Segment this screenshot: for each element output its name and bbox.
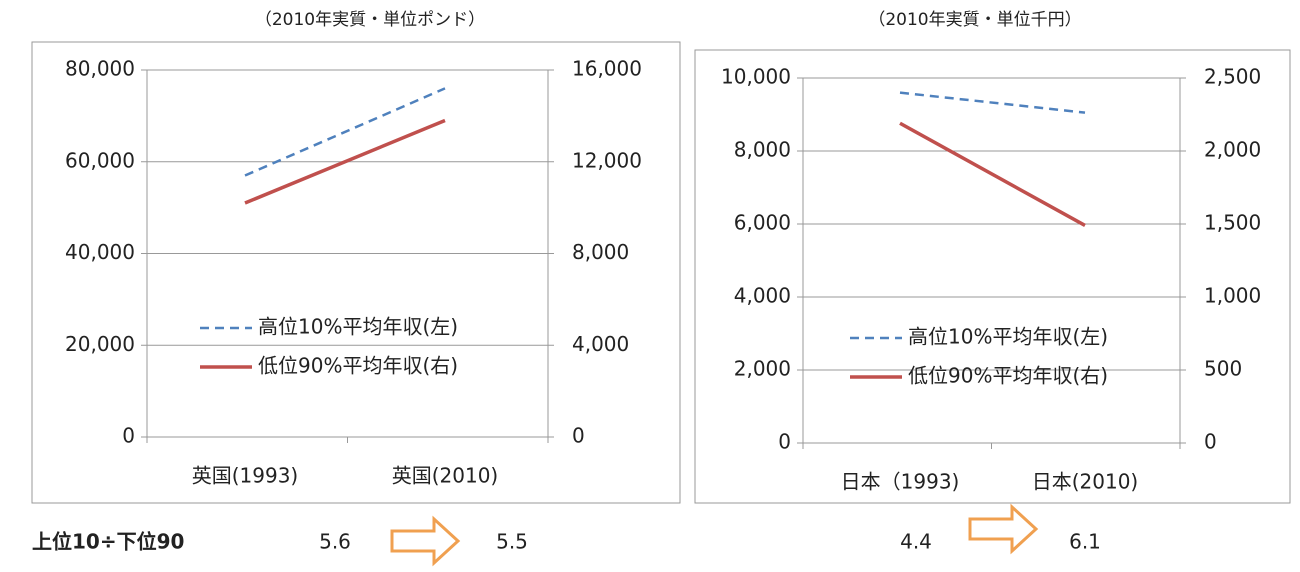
y-tick-label: 40,000 [65, 240, 135, 264]
series-line [899, 91, 1086, 114]
chart-frame [694, 49, 1291, 504]
y2-tick-label: 0 [572, 424, 585, 448]
y2-tick-label: 1,500 [1204, 211, 1261, 235]
series-line [899, 121, 1086, 227]
legend-label: 低位90%平均年収(右) [908, 364, 1108, 388]
y2-tick-label: 500 [1204, 357, 1242, 381]
chart-frame [31, 41, 681, 504]
y2-tick-label: 12,000 [572, 148, 642, 172]
y-tick-label: 10,000 [721, 65, 791, 89]
ratio-value: 6.1 [1069, 530, 1101, 554]
y-tick-label: 0 [778, 430, 791, 454]
y2-tick-label: 2,000 [1204, 138, 1261, 162]
y2-tick-label: 4,000 [572, 332, 629, 356]
y2-tick-label: 1,000 [1204, 284, 1261, 308]
ratio-value: 5.6 [319, 530, 351, 554]
ratio-value: 5.5 [496, 530, 528, 554]
x-tick-label: 日本(2010) [1032, 470, 1139, 494]
arrow [968, 503, 1039, 555]
y-tick-label: 4,000 [734, 284, 791, 308]
y2-tick-label: 8,000 [572, 240, 629, 264]
x-tick-label: 英国(2010) [392, 464, 499, 488]
y-tick-label: 8,000 [734, 138, 791, 162]
legend-label: 高位10%平均年収(左) [908, 325, 1108, 349]
chart-subtitle: （2010年実質・単位ポンド） [255, 10, 485, 30]
series-line [244, 87, 446, 177]
arrow [390, 515, 461, 567]
y2-tick-label: 2,500 [1204, 65, 1261, 89]
legend-label: 高位10%平均年収(左) [258, 315, 458, 339]
y2-tick-label: 16,000 [572, 57, 642, 81]
x-tick-label: 英国(1993) [192, 464, 299, 488]
y-tick-label: 6,000 [734, 211, 791, 235]
y-tick-label: 0 [122, 424, 135, 448]
series-line [244, 118, 446, 205]
ratio-value: 4.4 [900, 530, 932, 554]
y2-tick-label: 0 [1204, 430, 1217, 454]
ratio-label: 上位10÷下位90 [32, 530, 184, 554]
y-tick-label: 2,000 [734, 357, 791, 381]
legend-label: 低位90%平均年収(右) [258, 354, 458, 378]
x-tick-label: 日本（1993) [841, 470, 960, 494]
chart-subtitle: （2010年実質・単位千円） [868, 10, 1081, 30]
y-tick-label: 60,000 [65, 148, 135, 172]
y-tick-label: 20,000 [65, 332, 135, 356]
y-tick-label: 80,000 [65, 57, 135, 81]
